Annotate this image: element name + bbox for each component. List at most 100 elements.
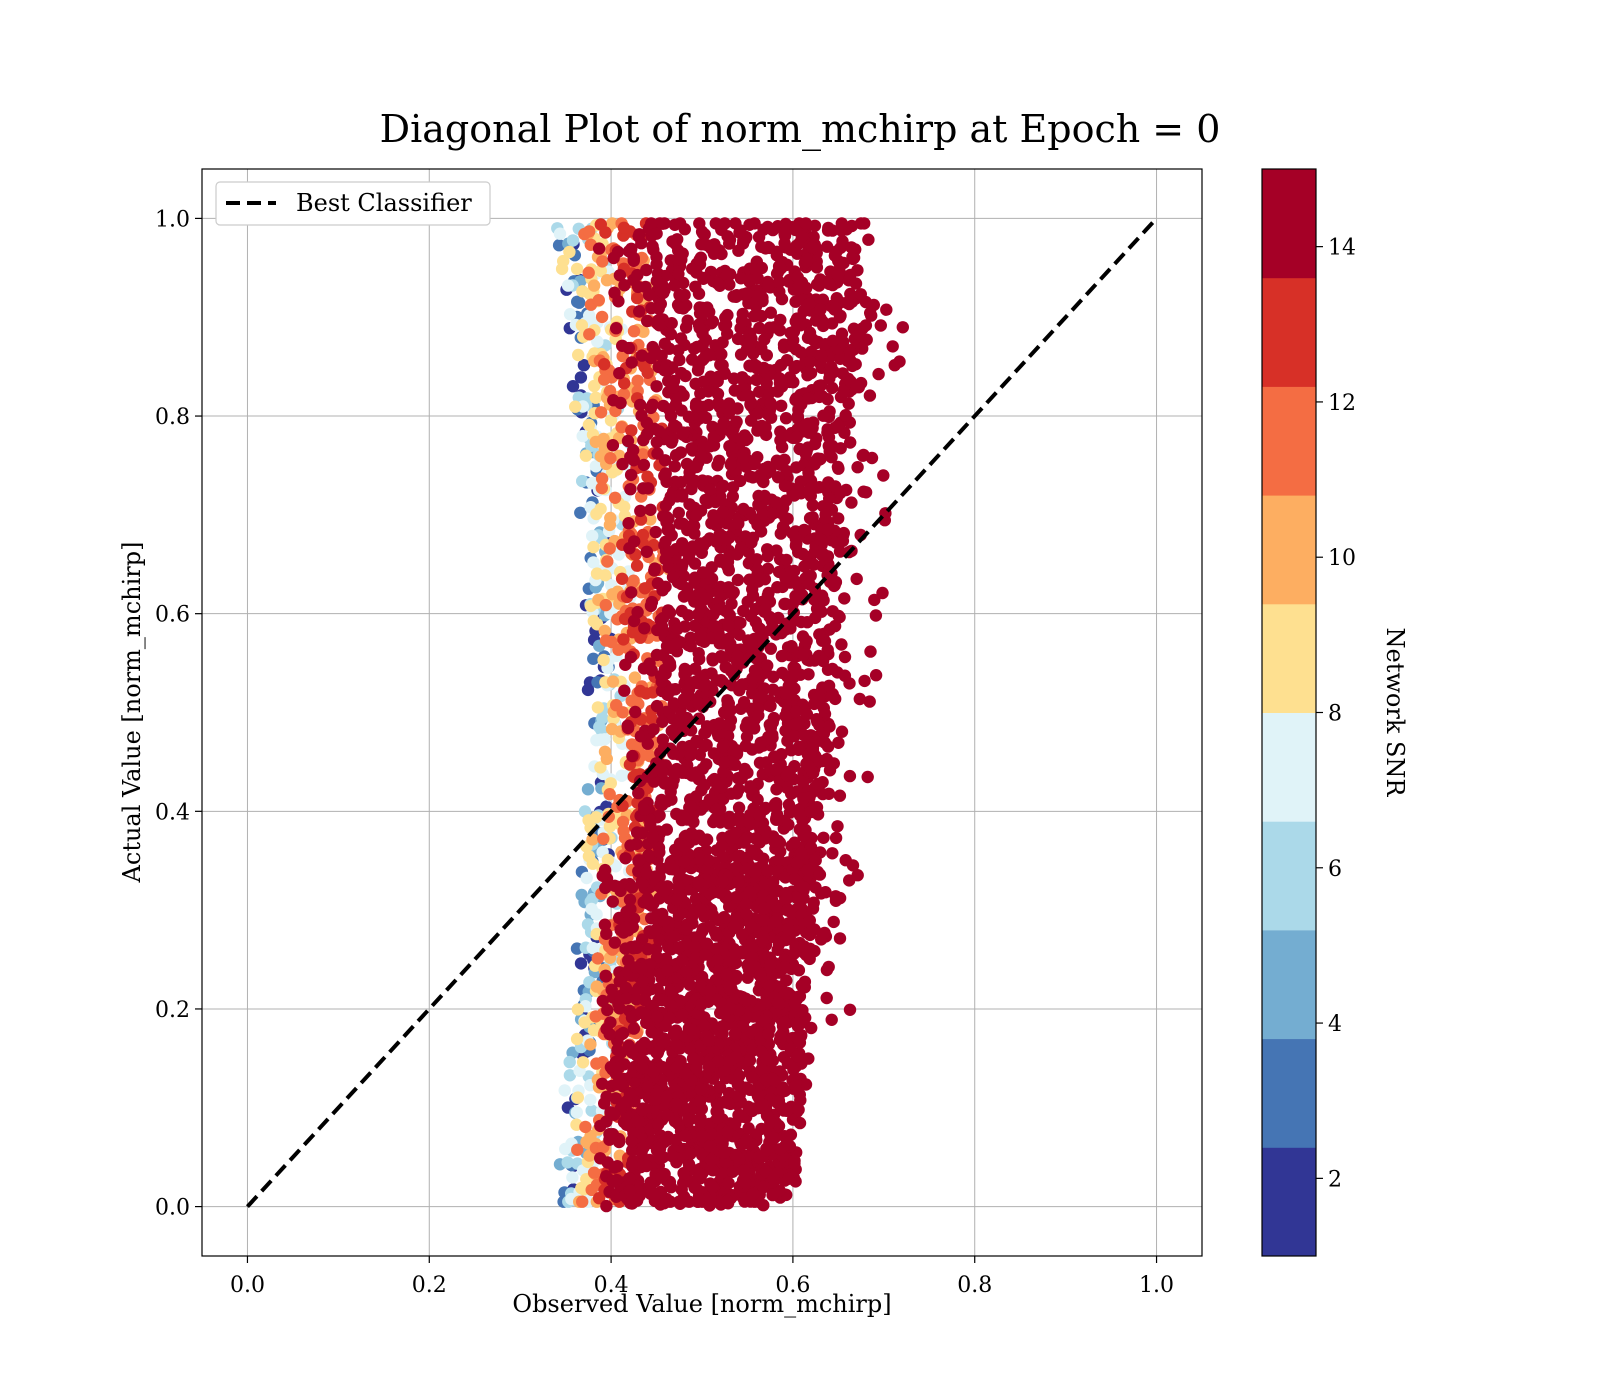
scatter-point (733, 1069, 746, 1082)
scatter-point (790, 430, 803, 444)
scatter-point (627, 574, 640, 587)
scatter-point (700, 738, 713, 752)
scatter-point (806, 499, 819, 512)
scatter-point (771, 996, 785, 1009)
scatter-point (788, 730, 801, 743)
scatter-point (648, 1188, 661, 1201)
x-tick-label: 0.8 (957, 1273, 992, 1298)
scatter-point (690, 509, 703, 522)
scatter-point (579, 1120, 592, 1134)
scatter-point (826, 334, 839, 347)
scatter-point (750, 373, 763, 387)
scatter-point (838, 650, 852, 664)
scatter-point (842, 397, 855, 410)
scatter-point (688, 940, 701, 954)
scatter-point (694, 450, 708, 463)
scatter-point (697, 271, 711, 285)
scatter-point (729, 826, 742, 840)
scatter-point (771, 1096, 784, 1110)
scatter-point (678, 855, 691, 868)
scatter-point (886, 340, 899, 353)
scatter-point (696, 566, 710, 579)
scatter-point (600, 274, 614, 287)
scatter-point (729, 1117, 742, 1131)
scatter-point (764, 958, 777, 971)
scatter-point (651, 447, 664, 460)
scatter-point (695, 634, 708, 647)
scatter-point (753, 385, 766, 398)
scatter-point (721, 1194, 734, 1208)
scatter-point (645, 1025, 658, 1039)
scatter-point (739, 898, 753, 911)
scatter-point (797, 648, 810, 661)
scatter-point (619, 942, 632, 955)
scatter-point (800, 281, 813, 295)
scatter-point (702, 385, 715, 398)
scatter-point (686, 540, 699, 553)
scatter-point (806, 742, 820, 755)
scatter-point (843, 874, 856, 887)
scatter-point (793, 1116, 807, 1130)
scatter-point (572, 348, 585, 362)
scatter-point (629, 705, 642, 719)
scatter-point (620, 992, 633, 1005)
scatter-point (693, 1193, 706, 1206)
scatter-point (592, 242, 606, 255)
scatter-point (721, 698, 734, 711)
scatter-point (594, 264, 607, 278)
scatter-point (683, 978, 696, 991)
scatter-point (599, 881, 612, 895)
scatter-point (715, 1020, 729, 1033)
scatter-point (612, 1061, 625, 1075)
scatter-point (798, 560, 811, 573)
scatter-point (859, 319, 873, 332)
scatter-point (663, 657, 677, 670)
scatter-point (652, 1141, 665, 1155)
scatter-point (752, 489, 765, 503)
scatter-point (625, 424, 638, 437)
scatter-point (684, 639, 697, 653)
scatter-point (723, 980, 737, 994)
scatter-point (599, 226, 612, 239)
scatter-point (693, 652, 706, 666)
scatter-point (853, 692, 866, 706)
scatter-point (677, 1167, 690, 1180)
scatter-point (645, 217, 658, 230)
scatter-point (616, 339, 629, 352)
scatter-point (819, 886, 832, 899)
scatter-point (813, 628, 826, 641)
scatter-point (811, 777, 824, 791)
colorbar-tick-label: 10 (1328, 546, 1356, 571)
scatter-point (737, 502, 750, 516)
scatter-point (696, 924, 709, 938)
scatter-point (676, 558, 689, 571)
scatter-point (836, 534, 850, 548)
x-tick-label: 0.6 (775, 1273, 810, 1298)
scatter-point (589, 391, 602, 404)
scatter-point (683, 739, 697, 753)
scatter-point (721, 327, 734, 340)
scatter-point (734, 474, 747, 488)
scatter-point (710, 942, 723, 955)
scatter-point (752, 230, 766, 244)
scatter-point (814, 303, 827, 316)
scatter-point (844, 287, 857, 301)
scatter-point (746, 951, 759, 964)
scatter-point (862, 233, 875, 246)
scatter-point (667, 381, 680, 394)
scatter-point (624, 839, 637, 852)
scatter-point (816, 787, 829, 801)
scatter-point (753, 321, 766, 335)
scatter-point (688, 619, 701, 632)
scatter-point (653, 319, 666, 332)
scatter-point (731, 332, 745, 346)
scatter-point (851, 461, 864, 474)
scatter-point (606, 895, 619, 908)
scatter-point (723, 278, 736, 291)
scatter-point (800, 708, 814, 721)
scatter-point (815, 349, 828, 362)
scatter-point (658, 885, 671, 898)
scatter-point (700, 758, 713, 771)
scatter-point (724, 458, 737, 471)
scatter-point (584, 1038, 597, 1051)
